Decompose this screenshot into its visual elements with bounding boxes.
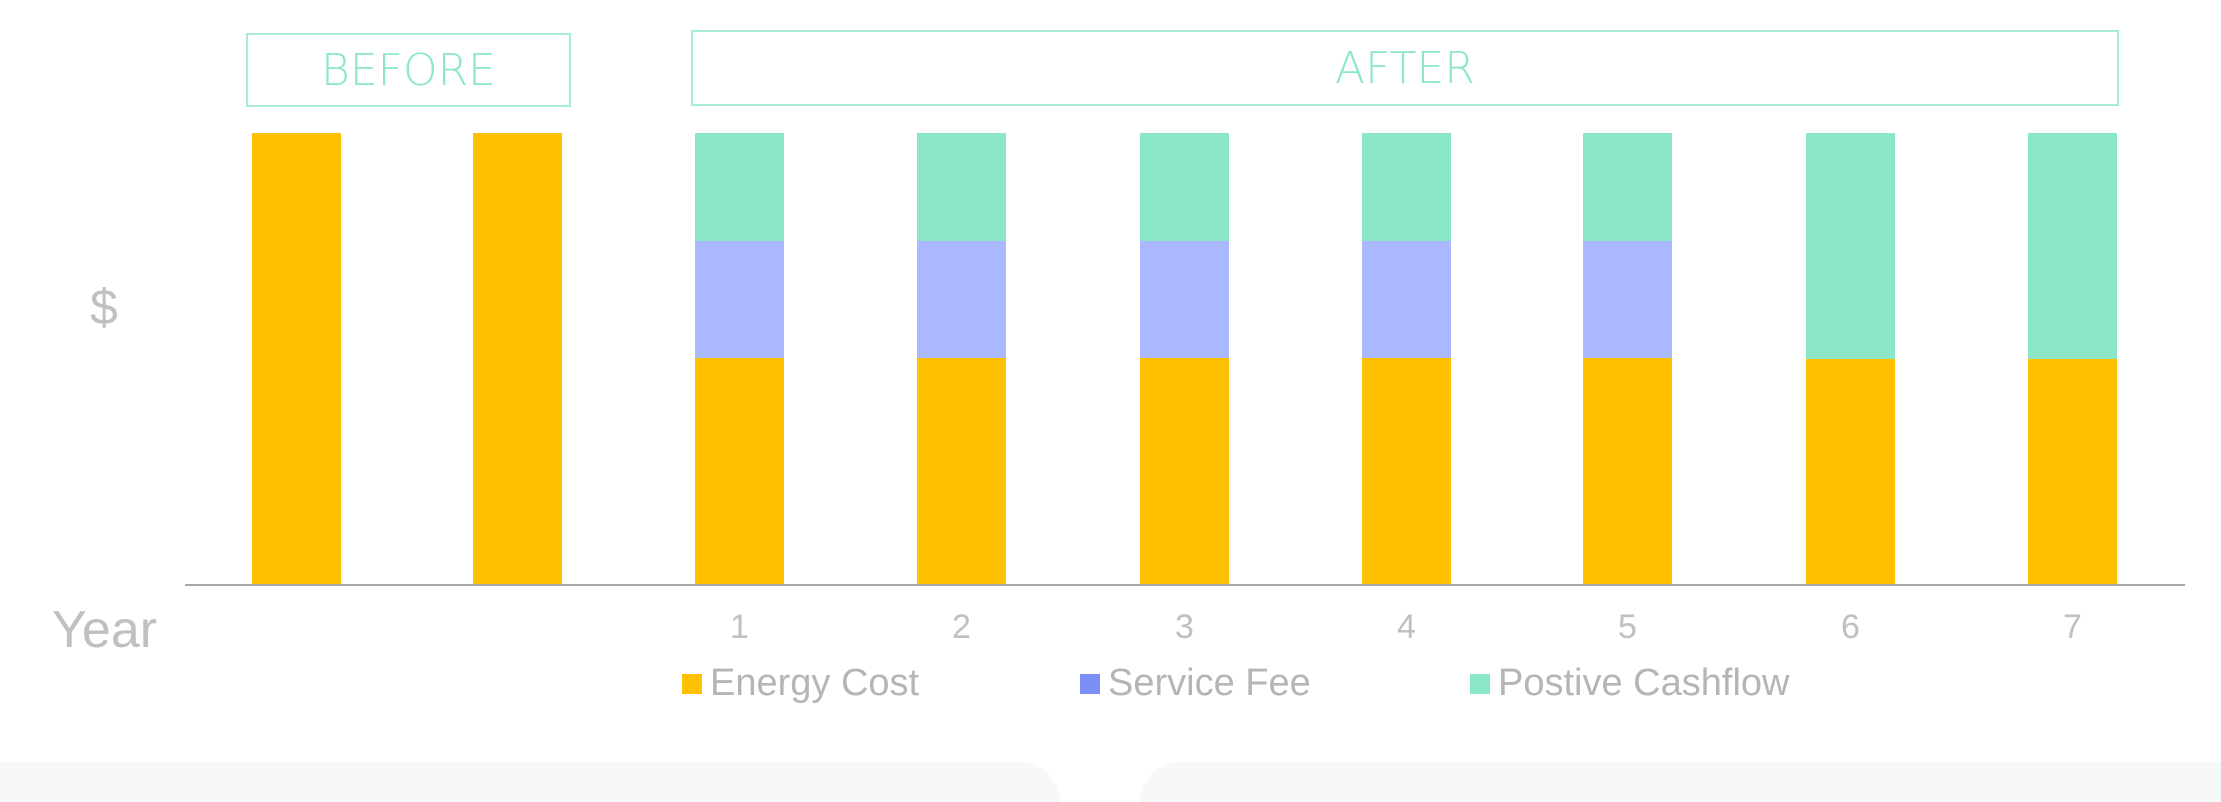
segment-energy-cost <box>252 133 341 584</box>
bar-before-1 <box>252 133 341 584</box>
before-label: BEFORE <box>246 33 571 107</box>
segment-energy-cost <box>917 358 1006 584</box>
segment-postive-cashflow <box>2028 133 2117 359</box>
segment-service-fee <box>1140 241 1229 359</box>
segment-postive-cashflow <box>695 133 784 242</box>
legend-swatch-icon <box>1080 673 1100 694</box>
tick-label-7: 7 <box>2063 608 2082 646</box>
tick-label-3: 3 <box>1175 608 1194 646</box>
segment-energy-cost <box>695 358 784 584</box>
bar-year-7 <box>2028 133 2117 584</box>
y-axis-label: $ <box>90 279 118 335</box>
segment-energy-cost <box>2028 358 2117 584</box>
segment-service-fee <box>1362 241 1451 359</box>
after-label: AFTER <box>691 30 2119 106</box>
x-axis-label: Year <box>52 601 158 659</box>
legend-label: Energy Cost <box>710 662 920 704</box>
segment-service-fee <box>1583 241 1672 359</box>
segment-postive-cashflow <box>1362 133 1451 242</box>
bottom-card-right <box>1140 762 2221 802</box>
segment-postive-cashflow <box>1806 133 1895 359</box>
legend-swatch-icon <box>1470 673 1490 694</box>
tick-label-2: 2 <box>952 608 971 646</box>
tick-label-4: 4 <box>1397 608 1416 646</box>
segment-postive-cashflow <box>917 133 1006 242</box>
bar-year-6 <box>1806 133 1895 584</box>
bar-year-3 <box>1140 133 1229 584</box>
x-axis-line <box>185 584 2185 586</box>
bar-before-2 <box>473 133 562 584</box>
segment-energy-cost <box>1362 358 1451 584</box>
tick-label-6: 6 <box>1841 608 1860 646</box>
tick-label-1: 1 <box>730 608 749 646</box>
bar-year-5 <box>1583 133 1672 584</box>
segment-postive-cashflow <box>1583 133 1672 242</box>
bar-year-2 <box>917 133 1006 584</box>
legend-swatch-icon <box>682 673 702 694</box>
legend-item-postive-cashflow: Postive Cashflow <box>1470 662 1789 705</box>
segment-service-fee <box>695 241 784 359</box>
legend-item-energy-cost: Energy Cost <box>682 662 919 705</box>
segment-energy-cost <box>1140 358 1229 584</box>
legend-item-service-fee: Service Fee <box>1080 662 1311 705</box>
legend-label: Postive Cashflow <box>1498 662 1790 704</box>
legend-label: Service Fee <box>1108 662 1311 704</box>
bottom-card-left <box>0 762 1060 802</box>
segment-postive-cashflow <box>1140 133 1229 242</box>
bar-year-4 <box>1362 133 1451 584</box>
segment-energy-cost <box>473 133 562 584</box>
segment-energy-cost <box>1583 358 1672 584</box>
segment-energy-cost <box>1806 358 1895 584</box>
segment-service-fee <box>917 241 1006 359</box>
bar-year-1 <box>695 133 784 584</box>
tick-label-5: 5 <box>1618 608 1637 646</box>
